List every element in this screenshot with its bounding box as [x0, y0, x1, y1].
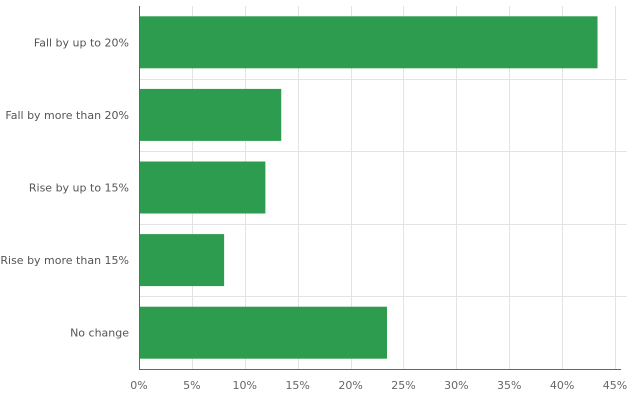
axes	[139, 6, 621, 370]
x-tick-label: 35%	[497, 379, 521, 392]
x-tick-label: 25%	[391, 379, 415, 392]
x-tick-label: 15%	[285, 379, 309, 392]
x-tick-label: 10%	[233, 379, 257, 392]
category-label: No change	[70, 327, 129, 340]
bar	[139, 88, 282, 141]
x-tick-label: 40%	[550, 379, 574, 392]
bar	[139, 306, 388, 359]
x-tick-labels: 0% 5% 10% 15% 20% 25% 30% 35% 40% 45%	[130, 379, 627, 392]
category-label: Fall by more than 20%	[5, 109, 129, 122]
bar	[139, 16, 598, 69]
category-label: Rise by up to 15%	[29, 182, 129, 195]
x-tick-label: 5%	[183, 379, 200, 392]
category-label: Fall by up to 20%	[34, 36, 129, 49]
x-tick-label: 45%	[603, 379, 627, 392]
x-tick-label: 0%	[130, 379, 147, 392]
bar	[139, 161, 266, 214]
category-label: Rise by more than 15%	[0, 254, 129, 267]
bars	[139, 16, 598, 359]
bar	[139, 234, 225, 287]
x-tick-label: 30%	[444, 379, 468, 392]
x-tick-label: 20%	[338, 379, 362, 392]
category-labels: Fall by up to 20% Fall by more than 20% Ri…	[0, 36, 129, 339]
